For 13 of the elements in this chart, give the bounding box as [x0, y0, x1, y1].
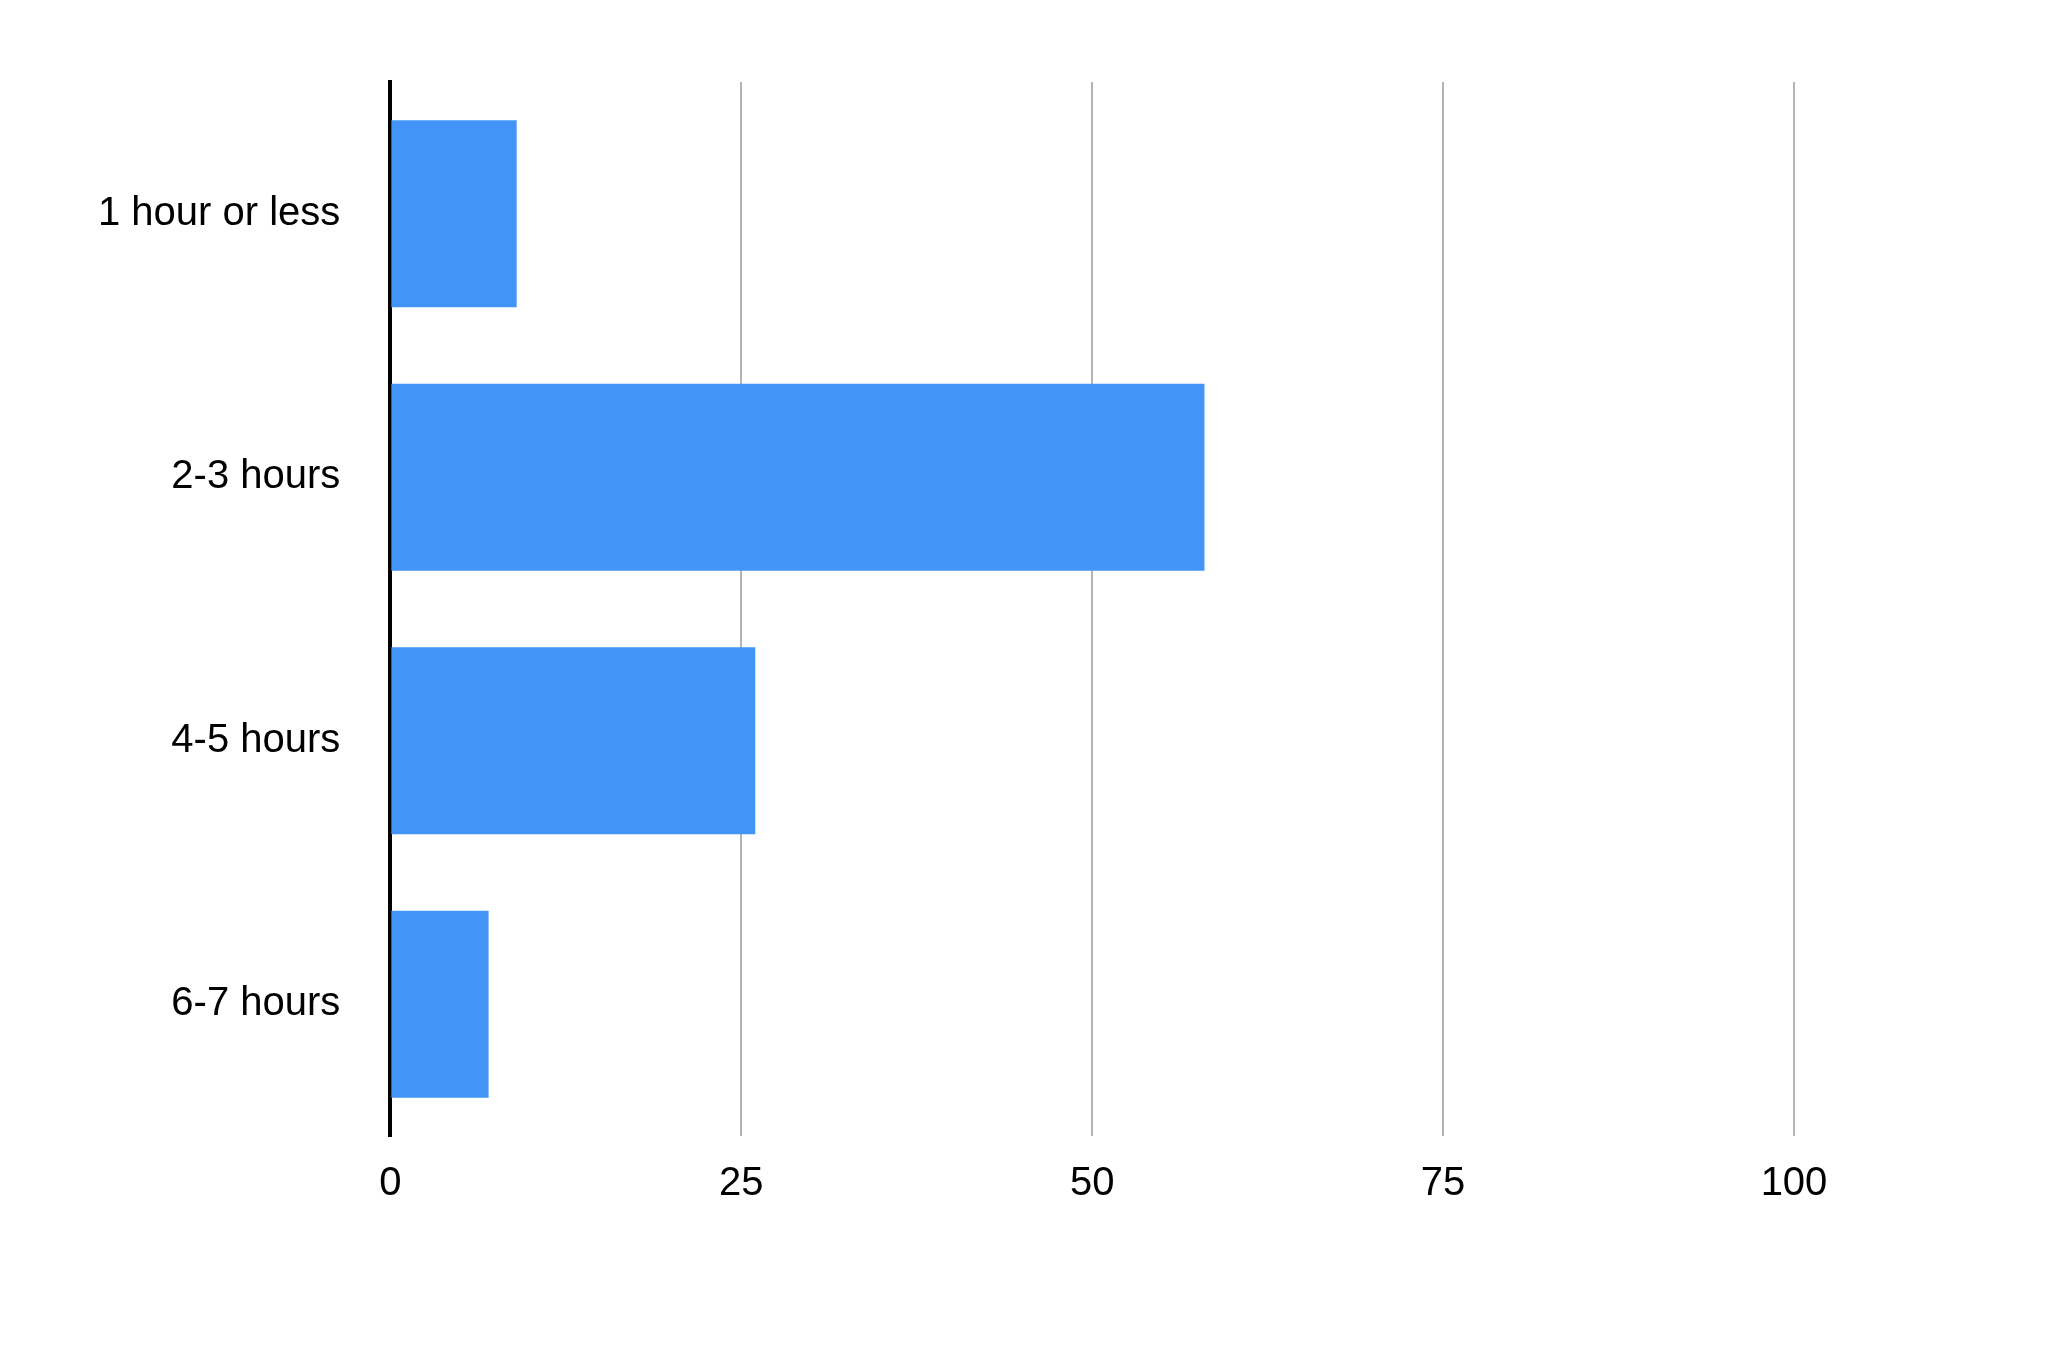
bar [391, 120, 517, 308]
bar [391, 910, 489, 1098]
x-tick-label: 100 [1760, 1159, 1828, 1204]
y-tick-label: 2-3 hours [171, 452, 341, 497]
y-tick-label: 6-7 hours [171, 979, 341, 1024]
x-tick-label: 0 [379, 1159, 402, 1204]
y-tick-label: 1 hour or less [98, 188, 341, 233]
x-tick-label: 75 [1420, 1159, 1466, 1204]
x-tick-label: 50 [1069, 1159, 1115, 1204]
bar [391, 647, 756, 835]
y-tick-label: 4-5 hours [171, 715, 341, 760]
x-tick-label: 25 [719, 1159, 764, 1204]
bar [391, 383, 1205, 571]
